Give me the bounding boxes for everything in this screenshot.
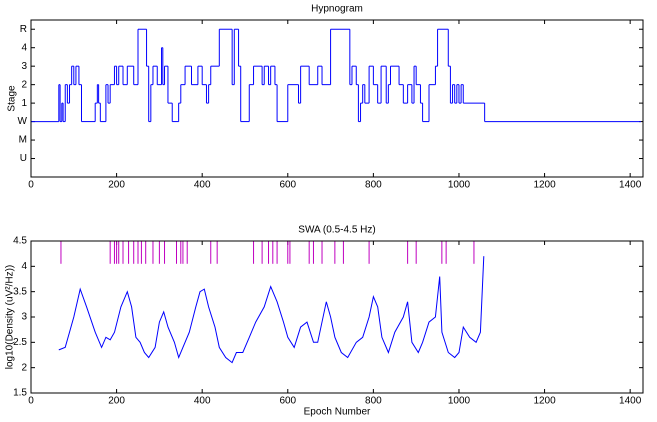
x-tick-label: 600: [279, 180, 296, 191]
y-tick-label: 2: [21, 79, 27, 90]
y-tick-label: 1.5: [13, 388, 27, 399]
y-tick-label: W: [18, 116, 28, 127]
y-axis-label: log10(Density (uV²/Hz)): [5, 265, 16, 369]
x-tick-label: 800: [365, 396, 382, 407]
x-tick-label: 600: [279, 396, 296, 407]
x-tick-label: 0: [28, 396, 34, 407]
y-tick-label: 2.5: [13, 337, 27, 348]
y-tick-label: 4.5: [13, 236, 27, 247]
y-axis-label: Stage: [7, 85, 18, 112]
x-tick-label: 1400: [619, 180, 642, 191]
x-tick-label: 1400: [619, 396, 642, 407]
y-tick-label: 4: [21, 42, 27, 53]
chart-title: SWA (0.5-4.5 Hz): [298, 225, 375, 236]
x-tick-label: 1000: [448, 396, 471, 407]
x-tick-label: 200: [108, 396, 125, 407]
x-tick-label: 200: [108, 180, 125, 191]
x-tick-label: 800: [365, 180, 382, 191]
y-tick-label: 2: [21, 362, 27, 373]
x-tick-label: 1000: [448, 180, 471, 191]
x-tick-label: 400: [194, 180, 211, 191]
y-tick-label: R: [20, 24, 27, 35]
axes-box: [30, 240, 644, 394]
y-tick-label: U: [20, 153, 27, 164]
plot-area: [31, 20, 643, 177]
x-tick-label: 0: [28, 180, 34, 191]
y-tick-label: 3: [21, 61, 27, 72]
x-tick-label: 1200: [533, 180, 556, 191]
x-tick-label: 1200: [533, 396, 556, 407]
y-tick-label: 3: [21, 312, 27, 323]
y-tick-label: 4: [21, 261, 27, 272]
x-tick-label: 400: [194, 396, 211, 407]
y-tick-label: M: [19, 135, 27, 146]
y-tick-label: 1: [21, 98, 27, 109]
swa-line: [58, 256, 485, 364]
axes-box: [30, 19, 644, 178]
chart-title: Hypnogram: [311, 4, 363, 15]
x-axis-label: Epoch Number: [304, 407, 371, 418]
y-tick-label: 3.5: [13, 286, 27, 297]
